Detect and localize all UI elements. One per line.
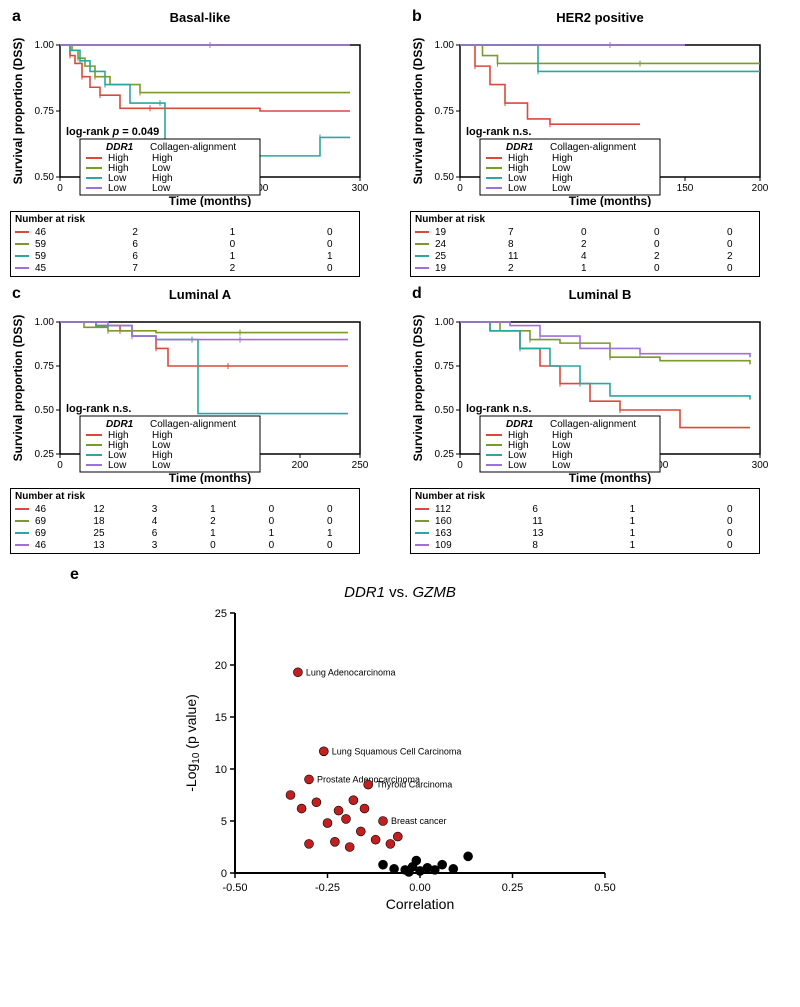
svg-text:200: 200 — [292, 460, 309, 471]
svg-text:20: 20 — [215, 660, 227, 672]
svg-text:5: 5 — [221, 816, 227, 828]
risk-table: Number at risk46123100691842006925611146… — [10, 488, 360, 554]
svg-text:Breast cancer: Breast cancer — [391, 816, 447, 826]
svg-text:Low: Low — [108, 460, 127, 471]
svg-text:0.25: 0.25 — [435, 449, 455, 460]
svg-text:200: 200 — [752, 183, 769, 194]
risk-table: Number at risk1970002482002511422192100 — [410, 211, 760, 277]
panel-title: Luminal B — [410, 287, 790, 302]
panel-c: c Luminal A 0.250.500.751.00050100150200… — [10, 287, 390, 554]
svg-text:log-rank n.s.: log-rank n.s. — [466, 403, 531, 415]
svg-text:log-rank n.s.: log-rank n.s. — [66, 403, 131, 415]
svg-text:Low: Low — [108, 183, 127, 194]
svg-text:0.75: 0.75 — [435, 106, 455, 117]
svg-text:DDR1: DDR1 — [506, 419, 534, 430]
svg-text:Low: Low — [508, 460, 527, 471]
svg-text:1.00: 1.00 — [435, 40, 455, 51]
svg-text:0.50: 0.50 — [435, 172, 455, 183]
svg-text:Thyroid Carcinoma: Thyroid Carcinoma — [376, 780, 452, 790]
svg-text:Time (months): Time (months) — [169, 471, 251, 484]
svg-text:300: 300 — [752, 460, 769, 471]
svg-text:0.25: 0.25 — [502, 882, 523, 894]
svg-text:log-rank n.s.: log-rank n.s. — [466, 126, 531, 138]
panel-a: a Basal-like 0.500.751.000100200300Time … — [10, 10, 390, 277]
svg-text:0.00: 0.00 — [409, 882, 430, 894]
svg-text:Collagen-alignment: Collagen-alignment — [150, 419, 236, 430]
svg-text:0: 0 — [57, 183, 63, 194]
svg-text:0.25: 0.25 — [35, 449, 55, 460]
svg-text:150: 150 — [677, 183, 694, 194]
panel-title: Basal-like — [10, 10, 390, 25]
svg-text:1.00: 1.00 — [35, 40, 55, 51]
panel-e: e DDR1 vs. GZMB 0510152025-0.50-0.250.00… — [10, 584, 790, 913]
panel-d: d Luminal B 0.250.500.751.000100200300Ti… — [410, 287, 790, 554]
svg-text:Low: Low — [552, 183, 571, 194]
panel-letter: a — [12, 8, 21, 26]
svg-text:Time (months): Time (months) — [569, 194, 651, 207]
risk-table: Number at risk46210596005961145720 — [10, 211, 360, 277]
svg-text:Collagen-alignment: Collagen-alignment — [150, 142, 236, 153]
svg-text:0: 0 — [457, 460, 463, 471]
panel-e-title: DDR1 vs. GZMB — [180, 584, 620, 601]
svg-text:0.50: 0.50 — [435, 405, 455, 416]
svg-text:Low: Low — [508, 183, 527, 194]
panel-letter: d — [412, 285, 422, 303]
svg-text:Survival proportion (DSS): Survival proportion (DSS) — [11, 315, 25, 462]
panel-letter: b — [412, 8, 422, 26]
svg-text:Collagen-alignment: Collagen-alignment — [550, 419, 636, 430]
svg-text:Lung Squamous Cell Carcinoma: Lung Squamous Cell Carcinoma — [332, 746, 462, 756]
svg-text:0.75: 0.75 — [35, 106, 55, 117]
svg-text:Low: Low — [552, 460, 571, 471]
svg-text:0: 0 — [221, 868, 227, 880]
svg-text:15: 15 — [215, 712, 227, 724]
svg-text:25: 25 — [215, 608, 227, 620]
panel-title: HER2 positive — [410, 10, 790, 25]
svg-text:Lung Adenocarcinoma: Lung Adenocarcinoma — [306, 667, 396, 677]
svg-text:0: 0 — [57, 460, 63, 471]
svg-text:0.75: 0.75 — [35, 361, 55, 372]
panel-b: b HER2 positive 0.500.751.00050100150200… — [410, 10, 790, 277]
svg-text:-0.50: -0.50 — [222, 882, 247, 894]
svg-text:-0.25: -0.25 — [315, 882, 340, 894]
risk-table: Number at risk11261016011101631310109810 — [410, 488, 760, 554]
svg-text:1.00: 1.00 — [435, 317, 455, 328]
svg-text:0.50: 0.50 — [594, 882, 615, 894]
svg-text:300: 300 — [352, 183, 369, 194]
svg-text:0.50: 0.50 — [35, 172, 55, 183]
panel-title: Luminal A — [10, 287, 390, 302]
svg-text:-Log10 (p value): -Log10 (p value) — [183, 694, 202, 792]
svg-text:Low: Low — [152, 460, 171, 471]
svg-text:0.50: 0.50 — [35, 405, 55, 416]
svg-text:1.00: 1.00 — [35, 317, 55, 328]
svg-text:250: 250 — [352, 460, 369, 471]
svg-text:Correlation: Correlation — [386, 896, 454, 912]
svg-text:Time (months): Time (months) — [569, 471, 651, 484]
svg-text:Collagen-alignment: Collagen-alignment — [550, 142, 636, 153]
svg-text:Time (months): Time (months) — [169, 194, 251, 207]
svg-text:DDR1: DDR1 — [106, 419, 134, 430]
svg-text:Survival proportion (DSS): Survival proportion (DSS) — [411, 315, 425, 462]
svg-text:Low: Low — [152, 183, 171, 194]
panel-letter: e — [70, 566, 79, 584]
svg-text:DDR1: DDR1 — [106, 142, 134, 153]
svg-text:10: 10 — [215, 764, 227, 776]
svg-text:log-rank p = 0.049: log-rank p = 0.049 — [66, 126, 159, 138]
svg-text:0.75: 0.75 — [435, 361, 455, 372]
svg-text:DDR1: DDR1 — [506, 142, 534, 153]
svg-text:Survival proportion (DSS): Survival proportion (DSS) — [411, 38, 425, 185]
panel-letter: c — [12, 285, 21, 303]
svg-text:Survival proportion (DSS): Survival proportion (DSS) — [11, 38, 25, 185]
svg-text:0: 0 — [457, 183, 463, 194]
